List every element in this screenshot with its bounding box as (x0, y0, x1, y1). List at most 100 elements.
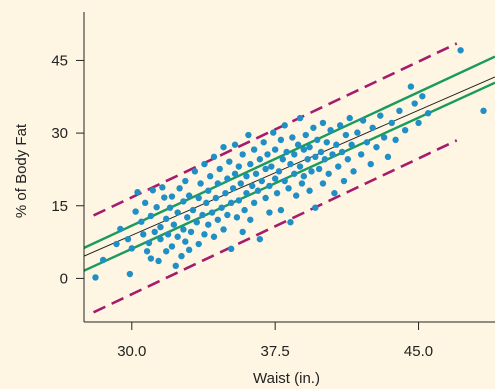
data-point (235, 163, 243, 170)
data-point (377, 112, 384, 119)
data-point (180, 198, 187, 205)
data-point (270, 129, 277, 136)
data-point (273, 189, 281, 197)
data-point (124, 235, 132, 243)
data-point (336, 122, 344, 129)
data-point (243, 189, 250, 197)
data-point (258, 177, 265, 185)
data-point (323, 139, 330, 146)
data-point (277, 206, 285, 214)
data-point (184, 214, 191, 221)
data-point (335, 163, 342, 170)
data-point (247, 160, 254, 168)
data-point (99, 256, 107, 264)
data-point (296, 114, 304, 122)
x-axis-label: Waist (in.) (253, 370, 320, 387)
data-point (147, 212, 155, 220)
data-point (350, 168, 357, 175)
data-point (161, 194, 168, 201)
data-point (203, 199, 210, 207)
data-point (205, 221, 212, 228)
data-point (415, 119, 422, 127)
y-tick-label: 30 (51, 125, 68, 142)
data-point (155, 257, 162, 265)
data-point (132, 208, 139, 215)
data-point (191, 168, 199, 175)
data-point (237, 180, 244, 187)
data-point (233, 214, 241, 221)
data-point (314, 136, 321, 144)
data-point (279, 156, 287, 163)
data-point (239, 228, 246, 236)
data-point (392, 136, 399, 144)
data-point (287, 160, 294, 168)
data-point (243, 173, 250, 180)
data-point (210, 233, 218, 240)
data-point (256, 156, 264, 163)
data-point (153, 204, 160, 211)
data-point (157, 223, 164, 231)
data-point (298, 180, 306, 187)
y-tick-label: 15 (51, 198, 68, 215)
axes: 0 15 30 45 30.0 37.5 45.0 (51, 12, 495, 360)
data-point (134, 188, 141, 196)
x-tick-label: 45.0 (404, 343, 433, 360)
data-point (266, 182, 273, 190)
data-point (304, 156, 311, 163)
data-point (325, 170, 332, 177)
data-point (231, 170, 239, 177)
data-point (296, 163, 304, 170)
data-point (457, 47, 464, 54)
data-point (164, 231, 172, 238)
y-axis-label: % of Body Fat (13, 123, 30, 218)
data-point (227, 245, 235, 253)
data-point (315, 165, 323, 173)
data-point (340, 177, 348, 185)
data-point (250, 146, 258, 153)
data-point (222, 189, 229, 197)
x-tick-label: 30.0 (117, 343, 146, 360)
data-point (287, 219, 294, 226)
data-point (319, 180, 327, 187)
data-point (214, 180, 222, 187)
data-point (185, 192, 193, 199)
data-point (262, 194, 269, 202)
data-point (163, 215, 170, 223)
data-point (354, 129, 361, 136)
data-point (201, 160, 208, 168)
data-point (166, 204, 174, 211)
data-point (338, 148, 346, 156)
data-point (239, 151, 246, 158)
data-point (174, 209, 181, 216)
data-point (260, 139, 267, 146)
data-point (220, 226, 227, 233)
data-point (424, 110, 432, 117)
data-point (369, 124, 376, 131)
x-tick-label: 37.5 (261, 343, 290, 360)
data-point (229, 185, 237, 192)
data-point (300, 173, 308, 180)
data-point (182, 238, 189, 245)
data-point (193, 219, 200, 226)
data-point (145, 239, 153, 247)
data-point (367, 160, 374, 168)
data-point (333, 141, 340, 148)
data-point (197, 180, 204, 187)
data-point (208, 209, 216, 216)
data-point (231, 141, 239, 148)
data-point (252, 170, 260, 177)
data-point (214, 216, 222, 223)
data-point (271, 175, 279, 182)
data-point (180, 226, 187, 233)
data-point (388, 119, 395, 127)
data-point (285, 185, 292, 192)
data-point (289, 134, 296, 141)
data-point (342, 131, 350, 139)
data-point (206, 173, 214, 180)
data-point (312, 153, 319, 161)
prediction-band-lower (93, 139, 458, 314)
data-point (308, 168, 315, 175)
data-point (411, 100, 418, 107)
data-point (266, 209, 273, 216)
